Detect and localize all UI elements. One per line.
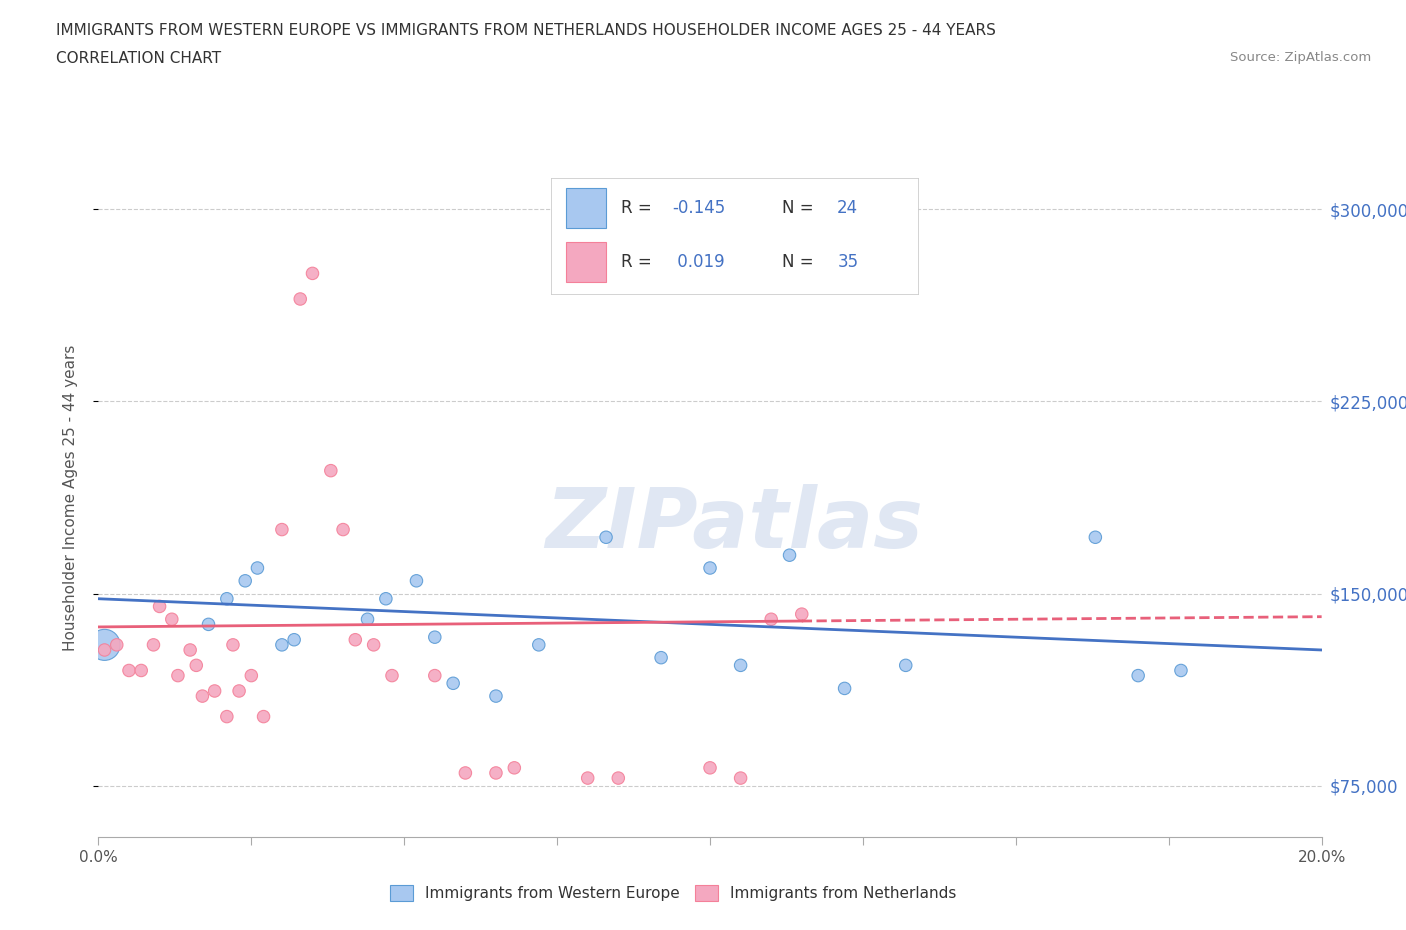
- Point: [228, 684, 250, 698]
- Point: [730, 771, 752, 786]
- Point: [186, 658, 208, 672]
- Point: [142, 637, 165, 652]
- Point: [894, 658, 917, 672]
- Point: [363, 637, 385, 652]
- Point: [374, 591, 396, 606]
- Point: [607, 771, 630, 786]
- Point: [240, 668, 263, 683]
- Point: [454, 765, 477, 780]
- Point: [160, 612, 183, 627]
- Text: ZIPatlas: ZIPatlas: [546, 485, 924, 565]
- Point: [179, 643, 201, 658]
- Point: [197, 617, 219, 631]
- Point: [332, 522, 354, 537]
- Point: [93, 643, 115, 658]
- Point: [423, 630, 446, 644]
- Point: [222, 637, 245, 652]
- Text: IMMIGRANTS FROM WESTERN EUROPE VS IMMIGRANTS FROM NETHERLANDS HOUSEHOLDER INCOME: IMMIGRANTS FROM WESTERN EUROPE VS IMMIGR…: [56, 23, 995, 38]
- Point: [576, 771, 599, 786]
- Point: [730, 658, 752, 672]
- Point: [283, 632, 305, 647]
- Point: [405, 574, 427, 589]
- Point: [191, 688, 214, 703]
- Text: CORRELATION CHART: CORRELATION CHART: [56, 51, 221, 66]
- Point: [381, 668, 404, 683]
- Point: [344, 632, 367, 647]
- Point: [423, 668, 446, 683]
- Point: [319, 463, 342, 478]
- Point: [149, 599, 172, 614]
- Point: [270, 637, 292, 652]
- Point: [759, 612, 782, 627]
- Point: [1170, 663, 1192, 678]
- Point: [1084, 530, 1107, 545]
- Point: [790, 606, 813, 621]
- Point: [215, 591, 238, 606]
- Point: [233, 574, 256, 589]
- Point: [485, 765, 508, 780]
- Point: [485, 688, 508, 703]
- Point: [779, 548, 801, 563]
- Point: [246, 561, 269, 576]
- Y-axis label: Householder Income Ages 25 - 44 years: Householder Income Ages 25 - 44 years: [63, 344, 77, 651]
- Point: [270, 522, 292, 537]
- Point: [1128, 668, 1150, 683]
- Point: [699, 761, 721, 776]
- Point: [290, 292, 312, 307]
- Point: [301, 266, 323, 281]
- Point: [595, 530, 617, 545]
- Point: [167, 668, 190, 683]
- Point: [118, 663, 141, 678]
- Point: [527, 637, 550, 652]
- Point: [503, 761, 526, 776]
- Point: [129, 663, 152, 678]
- Point: [204, 684, 226, 698]
- Point: [356, 612, 378, 627]
- Legend: Immigrants from Western Europe, Immigrants from Netherlands: Immigrants from Western Europe, Immigran…: [384, 879, 963, 908]
- Point: [699, 561, 721, 576]
- Point: [650, 650, 672, 665]
- Point: [441, 676, 464, 691]
- Point: [834, 681, 856, 696]
- Point: [93, 637, 115, 652]
- Point: [252, 710, 274, 724]
- Text: Source: ZipAtlas.com: Source: ZipAtlas.com: [1230, 51, 1371, 64]
- Point: [105, 637, 128, 652]
- Point: [215, 710, 238, 724]
